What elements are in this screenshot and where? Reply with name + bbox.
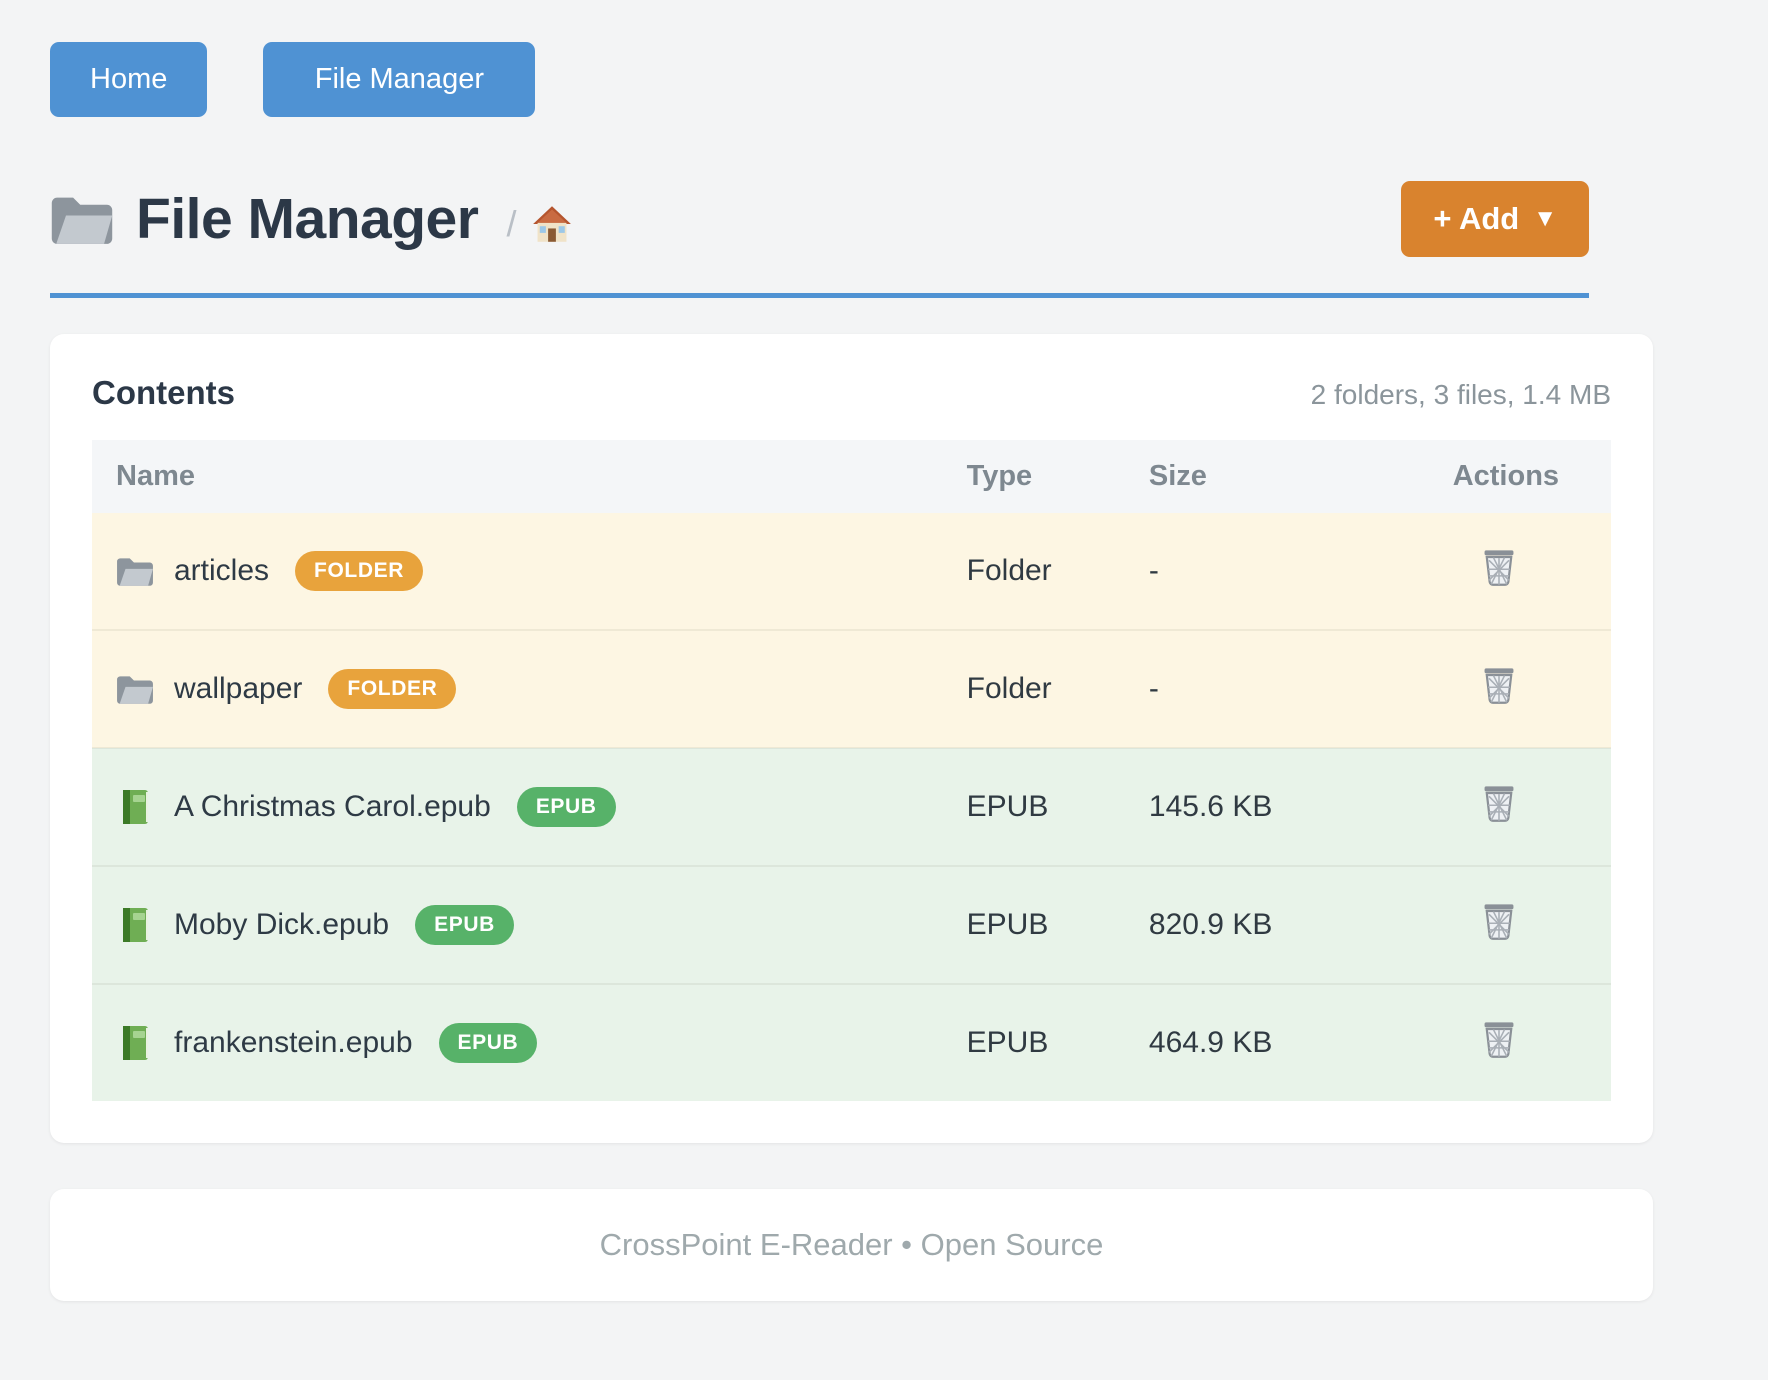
- actions-cell: [1429, 984, 1611, 1101]
- file-name-link[interactable]: wallpaper: [174, 672, 303, 705]
- header-row: Name Type Size Actions: [92, 440, 1611, 513]
- actions-cell: [1429, 866, 1611, 984]
- footer-card: CrossPoint E-Reader • Open Source: [50, 1189, 1653, 1301]
- trash-icon: [1481, 786, 1517, 826]
- table-row: frankenstein.epub EPUB EPUB 464.9 KB: [92, 984, 1611, 1101]
- size-cell: -: [1148, 672, 1159, 705]
- name-cell: frankenstein.epub EPUB: [92, 984, 943, 1101]
- title-divider: [50, 293, 1589, 298]
- actions-cell: [1429, 513, 1611, 630]
- contents-summary: 2 folders, 3 files, 1.4 MB: [1310, 379, 1611, 410]
- type-badge: FOLDER: [295, 551, 423, 591]
- add-button[interactable]: + Add ▼: [1401, 181, 1589, 257]
- table-row: articles FOLDER Folder -: [92, 513, 1611, 630]
- name-cell: wallpaper FOLDER: [92, 630, 943, 748]
- file-manager-button[interactable]: File Manager: [263, 42, 536, 117]
- breadcrumb: /: [506, 203, 572, 245]
- page-header-wrap: File Manager / + Add ▼: [50, 181, 1589, 298]
- type-badge: FOLDER: [328, 669, 457, 709]
- name-cell: Moby Dick.epub EPUB: [92, 866, 943, 984]
- table-row: Moby Dick.epub EPUB EPUB 820.9 KB: [92, 866, 1611, 984]
- contents-card: Contents 2 folders, 3 files, 1.4 MB Name…: [50, 334, 1653, 1143]
- book-icon: [116, 1025, 154, 1061]
- page-container: Home File Manager File Manager /: [50, 0, 1653, 1301]
- file-table-head: Name Type Size Actions: [92, 440, 1611, 513]
- title-group: File Manager /: [50, 186, 572, 252]
- book-icon: [116, 789, 154, 825]
- column-header-actions: Actions: [1428, 440, 1611, 513]
- file-name-link[interactable]: A Christmas Carol.epub: [174, 790, 491, 823]
- page-header: File Manager / + Add ▼: [50, 181, 1589, 257]
- type-cell: Folder: [966, 672, 1052, 705]
- type-cell: EPUB: [966, 790, 1049, 823]
- add-button-label: + Add: [1433, 201, 1520, 236]
- trash-icon: [1481, 550, 1517, 590]
- size-cell: 145.6 KB: [1148, 790, 1273, 823]
- folder-icon: [51, 197, 113, 244]
- table-row: A Christmas Carol.epub EPUB EPUB 145.6 KB: [92, 748, 1611, 866]
- delete-button[interactable]: [1481, 1019, 1517, 1059]
- folder-icon: [116, 553, 154, 589]
- size-cell: 464.9 KB: [1148, 1026, 1273, 1059]
- file-table-body: articles FOLDER Folder - wallpaper FOLDER Fold…: [92, 513, 1611, 1101]
- name-cell: articles FOLDER: [92, 513, 943, 630]
- footer-text: CrossPoint E-Reader • Open Source: [599, 1227, 1104, 1262]
- trash-icon: [1481, 668, 1517, 708]
- column-header-type: Type: [942, 440, 1125, 513]
- folder-icon: [116, 671, 154, 707]
- page-title-text: File Manager: [136, 187, 479, 251]
- top-nav: Home File Manager: [50, 42, 1653, 117]
- home-button[interactable]: Home: [50, 42, 208, 117]
- file-table: Name Type Size Actions articles FOLDER Fol…: [92, 440, 1611, 1101]
- delete-button[interactable]: [1481, 665, 1517, 705]
- house-icon[interactable]: [532, 205, 572, 243]
- book-icon: [116, 907, 154, 943]
- file-name-link[interactable]: Moby Dick.epub: [174, 908, 390, 941]
- delete-button[interactable]: [1481, 783, 1517, 823]
- type-cell: EPUB: [966, 1026, 1049, 1059]
- contents-title: Contents: [92, 374, 235, 411]
- type-badge: EPUB: [415, 905, 514, 945]
- page-title: File Manager: [50, 186, 479, 252]
- delete-button[interactable]: [1481, 901, 1517, 941]
- chevron-down-icon: ▼: [1533, 205, 1557, 232]
- name-cell: A Christmas Carol.epub EPUB: [92, 748, 943, 866]
- size-cell: 820.9 KB: [1148, 908, 1273, 941]
- size-cell: -: [1148, 554, 1159, 587]
- column-header-size: Size: [1124, 440, 1429, 513]
- contents-card-header: Contents 2 folders, 3 files, 1.4 MB: [92, 374, 1611, 412]
- file-name-link[interactable]: frankenstein.epub: [174, 1026, 413, 1059]
- actions-cell: [1429, 748, 1611, 866]
- column-header-name: Name: [92, 440, 943, 513]
- actions-cell: [1429, 630, 1611, 748]
- type-badge: EPUB: [516, 787, 616, 827]
- trash-icon: [1481, 904, 1517, 944]
- file-name-link[interactable]: articles: [174, 554, 270, 587]
- type-badge: EPUB: [438, 1023, 538, 1063]
- delete-button[interactable]: [1481, 547, 1517, 587]
- breadcrumb-separator: /: [506, 203, 517, 244]
- table-row: wallpaper FOLDER Folder -: [92, 630, 1611, 748]
- type-cell: Folder: [966, 554, 1052, 587]
- type-cell: EPUB: [966, 908, 1049, 941]
- trash-icon: [1481, 1022, 1517, 1062]
